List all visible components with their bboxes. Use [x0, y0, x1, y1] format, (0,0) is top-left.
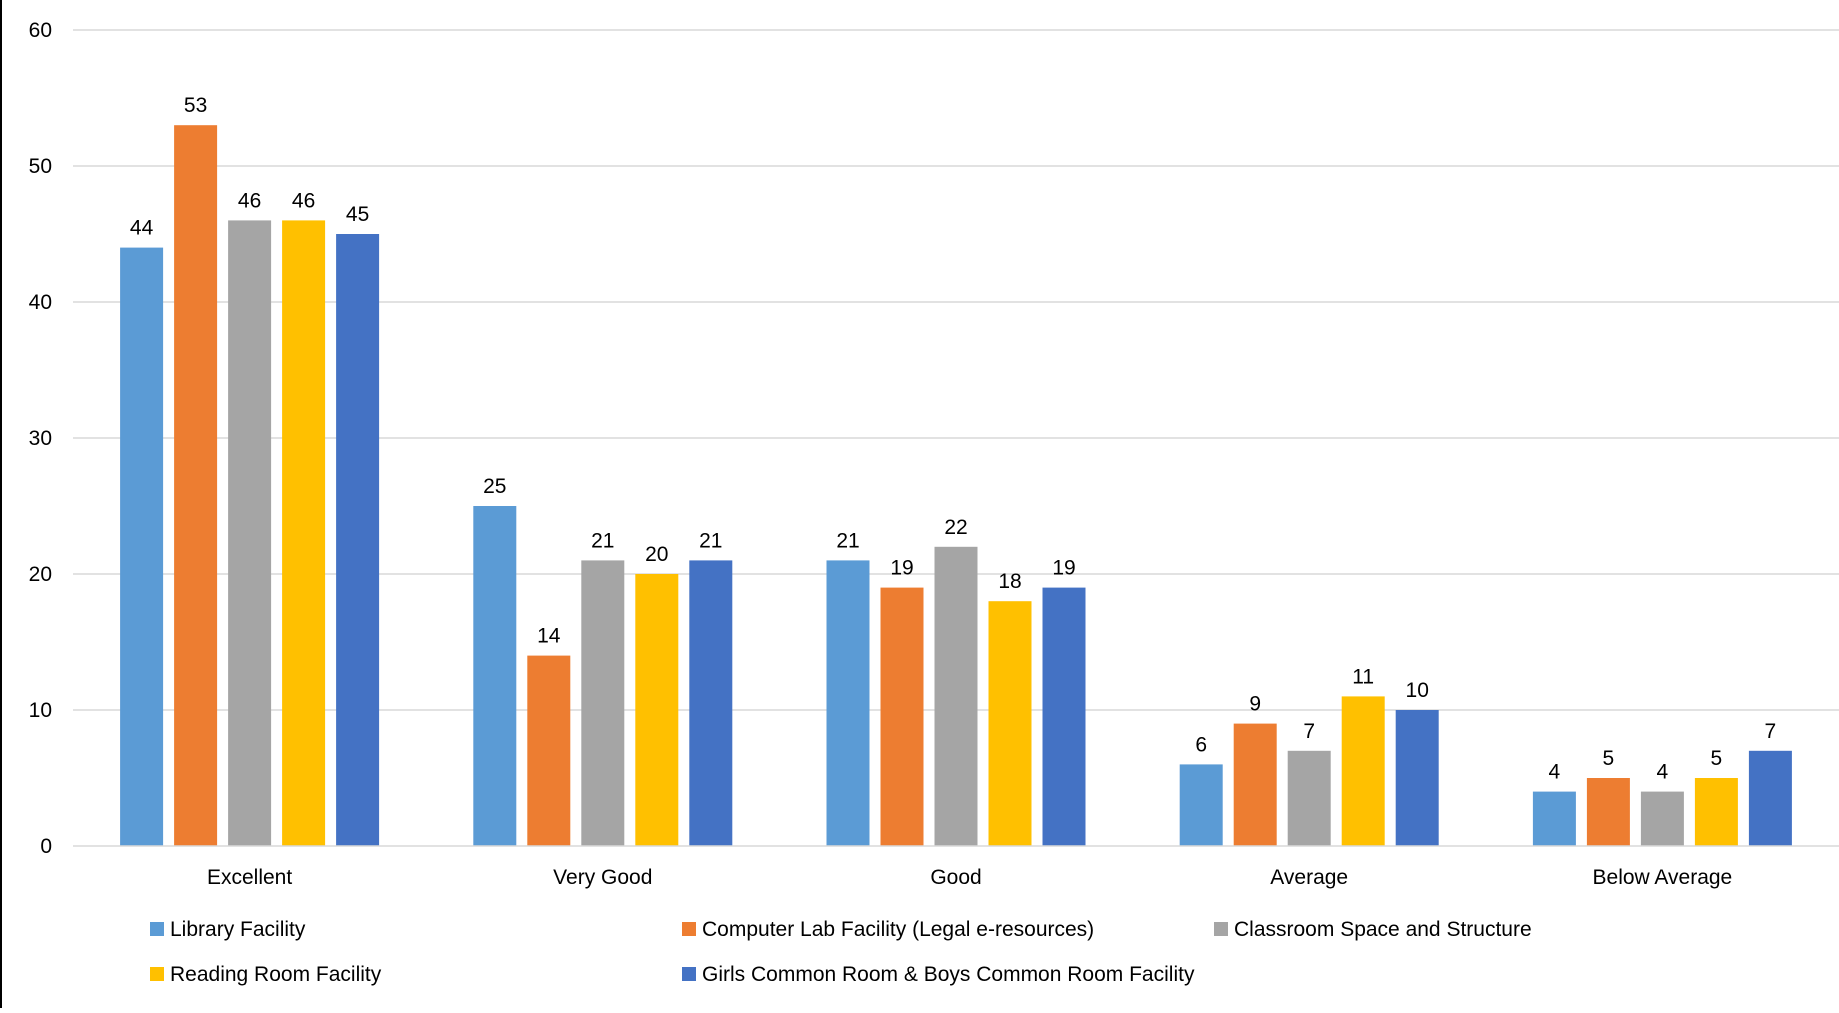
bar: [581, 560, 625, 846]
bar: [336, 234, 380, 846]
data-label: 14: [537, 625, 561, 648]
legend-swatch: [150, 922, 164, 936]
bar: [473, 506, 517, 846]
y-axis-tick-labels: 0 10 20 30 40 50 60: [29, 19, 52, 858]
bar: [1586, 778, 1630, 846]
legend-swatch: [682, 922, 696, 936]
data-label: 4: [1657, 761, 1669, 784]
y-tick-label: 60: [29, 19, 52, 42]
data-label: 53: [184, 94, 207, 117]
data-label: 7: [1765, 720, 1777, 743]
bar: [635, 574, 679, 846]
data-label: 7: [1303, 720, 1315, 743]
data-label: 46: [238, 189, 261, 212]
y-tick-label: 30: [29, 427, 52, 450]
data-label: 19: [1052, 557, 1075, 580]
data-label: 5: [1603, 747, 1615, 770]
data-label: 44: [130, 217, 154, 240]
y-tick-label: 40: [29, 291, 52, 314]
x-category-label: Very Good: [553, 866, 652, 889]
data-label: 10: [1406, 679, 1429, 702]
data-label: 21: [591, 529, 614, 552]
bars: [120, 125, 1792, 847]
y-tick-label: 50: [29, 155, 52, 178]
legend-item: Library Facility: [150, 918, 306, 941]
bar: [1532, 791, 1576, 846]
bar: [826, 560, 870, 846]
data-label: 6: [1195, 733, 1207, 756]
data-label: 21: [836, 529, 859, 552]
data-label: 11: [1352, 665, 1374, 688]
bar: [527, 655, 571, 846]
data-label: 25: [483, 475, 506, 498]
bar: [1341, 696, 1385, 846]
bar: [880, 587, 924, 846]
x-category-label: Average: [1270, 866, 1348, 889]
legend-item: Girls Common Room & Boys Common Room Fac…: [682, 963, 1195, 986]
legend-label: Computer Lab Facility (Legal e-resources…: [702, 918, 1094, 941]
bar: [988, 601, 1032, 846]
legend-swatch: [682, 967, 696, 981]
legend-swatch: [150, 967, 164, 981]
legend-label: Classroom Space and Structure: [1234, 918, 1532, 941]
data-label: 4: [1549, 761, 1561, 784]
x-category-label: Excellent: [207, 866, 292, 889]
legend: Library Facility Computer Lab Facility (L…: [150, 918, 1532, 986]
data-label: 46: [292, 189, 315, 212]
legend-swatch: [1214, 922, 1228, 936]
y-tick-label: 20: [29, 563, 52, 586]
bar: [1042, 587, 1086, 846]
legend-label: Reading Room Facility: [170, 963, 382, 986]
x-axis-category-labels: Excellent Very Good Good Average Below Avera…: [207, 866, 1732, 889]
data-label: 45: [346, 203, 369, 226]
data-label: 21: [699, 529, 722, 552]
bar: [934, 546, 978, 846]
bar: [1179, 764, 1223, 846]
data-label: 9: [1249, 693, 1261, 716]
data-label: 20: [645, 543, 668, 566]
data-label: 22: [944, 516, 967, 539]
bar: [1640, 791, 1684, 846]
y-tick-label: 10: [29, 699, 52, 722]
legend-item: Classroom Space and Structure: [1214, 918, 1532, 941]
data-label: 5: [1711, 747, 1723, 770]
legend-item: Reading Room Facility: [150, 963, 382, 986]
y-tick-label: 0: [40, 835, 52, 858]
data-label: 19: [890, 557, 913, 580]
bar: [1395, 710, 1439, 846]
bar: [1287, 750, 1331, 846]
bar: [1748, 750, 1792, 846]
bar: [120, 247, 164, 847]
x-category-label: Below Average: [1593, 866, 1733, 889]
legend-label: Library Facility: [170, 918, 306, 941]
bar: [228, 220, 272, 846]
legend-item: Computer Lab Facility (Legal e-resources…: [682, 918, 1094, 941]
x-category-label: Good: [930, 866, 981, 889]
legend-label: Girls Common Room & Boys Common Room Fac…: [702, 963, 1195, 986]
data-label: 18: [998, 570, 1021, 593]
bar: [174, 125, 218, 846]
bar: [1694, 778, 1738, 846]
bar: [1233, 723, 1277, 846]
bar: [689, 560, 733, 846]
bar: [282, 220, 326, 846]
